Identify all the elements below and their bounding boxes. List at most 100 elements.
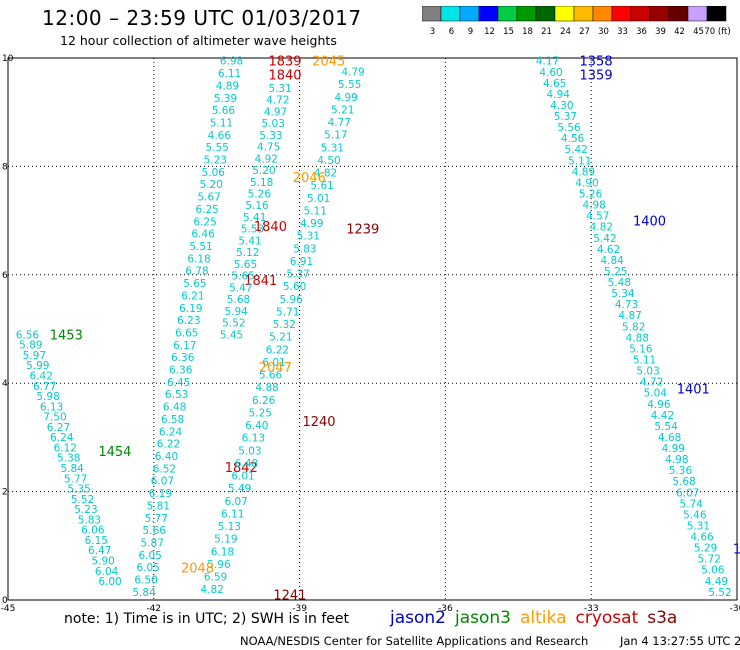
wave-height-label: 6.11	[221, 508, 244, 520]
wave-height-label: 4.66	[208, 130, 232, 142]
y-tick-label: 6	[2, 271, 8, 281]
wave-height-label: 4.42	[651, 410, 674, 422]
wave-height-label: 5.53	[241, 224, 264, 236]
wave-height-label: 5.52	[708, 587, 731, 599]
wave-height-label: 5.31	[321, 142, 344, 154]
wave-height-label: 5.46	[683, 509, 707, 521]
wave-height-label: 5.60	[283, 281, 306, 293]
color-scale-label: 6	[449, 27, 454, 36]
wave-height-label: 4.50	[317, 155, 340, 167]
pass-time-label: 2045	[312, 55, 345, 70]
wave-height-label: 6.13	[242, 433, 265, 445]
wave-height-label: 5.66	[143, 525, 167, 537]
wave-height-label: 4.82	[200, 584, 223, 596]
wave-height-label: 6.26	[252, 395, 276, 407]
wave-height-label: 4.87	[618, 310, 641, 322]
wave-height-label: 6.59	[204, 572, 227, 584]
wave-height-label: 6.00	[98, 576, 121, 588]
wave-height-label: 5.41	[243, 212, 266, 224]
wave-height-label: 6.06	[81, 525, 105, 537]
wave-height-label: 5.31	[297, 231, 320, 243]
x-tick-label: -36	[438, 604, 453, 614]
wave-height-label: 6.91	[290, 256, 313, 268]
wave-height-label: 4.79	[341, 67, 364, 79]
footer-credit: NOAA/NESDIS Center for Satellite Applica…	[240, 634, 589, 648]
wave-height-label: 5.65	[231, 271, 254, 283]
wave-height-label: 5.34	[611, 288, 635, 300]
footer: NOAA/NESDIS Center for Satellite Applica…	[240, 634, 740, 648]
wave-height-label: 6.05	[138, 550, 161, 562]
wave-height-label: 6.45	[167, 377, 190, 389]
wave-height-label: 5.72	[698, 554, 721, 566]
wave-height-label: 5.37	[554, 111, 577, 123]
wave-height-label: 6.07	[151, 476, 174, 488]
wave-height-label: 4.94	[547, 89, 571, 101]
color-scale-label: 70 (ft)	[704, 27, 730, 36]
wave-height-label: 5.83	[293, 243, 316, 255]
wave-height-label: 5.04	[644, 388, 668, 400]
wave-height-label: 6.01	[262, 357, 285, 369]
wave-height-label: 6.11	[218, 68, 241, 80]
wave-height-label: 4.92	[255, 153, 278, 165]
satellite-legend: jason2 jason3 altika cryosat s3a	[390, 608, 686, 628]
wave-height-label: 5.84	[132, 587, 156, 599]
wave-height-label: 5.25	[249, 407, 272, 419]
wave-height-label: 6.58	[161, 414, 184, 426]
y-tick-label: 2	[2, 488, 8, 498]
wave-height-label: 4.62	[597, 244, 620, 256]
wave-height-label: 6.01	[231, 471, 254, 483]
wave-height-label: 6.48	[235, 458, 258, 470]
wave-height-label: 6.36	[169, 365, 193, 377]
wave-height-label: 5.33	[259, 130, 282, 142]
wave-height-label: 5.51	[189, 241, 212, 253]
pass-time-label: 1241	[273, 589, 306, 604]
wave-height-label: 6.12	[54, 442, 77, 454]
wave-height-label: 5.12	[236, 247, 259, 259]
wave-height-label: 5.83	[78, 514, 101, 526]
wave-height-label: 6.50	[134, 575, 157, 587]
pass-time-label: 1841	[244, 274, 277, 289]
pass-time-label: 1239	[346, 223, 379, 238]
wave-height-label: 6.48	[163, 402, 186, 414]
wave-height-label: 5.84	[60, 463, 84, 475]
wave-height-label: 5.03	[636, 366, 659, 378]
wave-height-label: 5.31	[268, 83, 291, 95]
wave-height-label: 5.52	[222, 318, 245, 330]
wave-height-label: 6.18	[187, 253, 210, 265]
wave-height-label: 5.82	[622, 321, 645, 333]
wave-height-label: 5.16	[245, 200, 269, 212]
wave-height-label: 4.49	[705, 576, 728, 588]
wave-height-label: 4.84	[600, 255, 624, 267]
wave-height-label: 4.72	[640, 377, 663, 389]
y-tick-label: 8	[2, 162, 8, 172]
wave-height-label: 5.17	[324, 130, 347, 142]
wave-height-label: 5.13	[218, 521, 241, 533]
pass-time-label: 1454	[98, 445, 131, 460]
wave-height-label: 6.07	[224, 496, 247, 508]
color-scale-label: 9	[468, 27, 473, 36]
wave-height-label: 6.77	[33, 381, 56, 393]
wave-height-label: 5.61	[310, 180, 333, 192]
pass-time-label: 1400	[633, 215, 666, 230]
wave-height-label: 5.89	[19, 340, 42, 352]
wave-height-label: 6.05	[136, 562, 159, 574]
pass-time-label: 1839	[268, 55, 301, 70]
wave-height-label: 5.97	[23, 350, 46, 362]
wave-height-label: 7.50	[43, 412, 66, 424]
pass-time-label: 2046	[293, 171, 326, 186]
wave-height-label: 6.18	[211, 546, 234, 558]
wave-height-label: 6.07	[676, 487, 699, 499]
wave-height-label: 5.55	[338, 79, 361, 91]
wave-height-label: 6.23	[177, 315, 200, 327]
wave-height-label: 6.19	[179, 303, 202, 315]
wave-height-label: 6.22	[157, 439, 180, 451]
wave-height-label: 4.89	[572, 166, 595, 178]
wave-height-label: 5.96	[279, 294, 303, 306]
wave-height-label: 5.47	[229, 282, 252, 294]
wave-height-label: 6.24	[50, 432, 74, 444]
color-scale-label: 24	[560, 27, 571, 36]
x-tick-label: -33	[584, 604, 599, 614]
wave-height-label: 5.03	[262, 118, 285, 130]
wave-height-label: 5.25	[604, 266, 627, 278]
